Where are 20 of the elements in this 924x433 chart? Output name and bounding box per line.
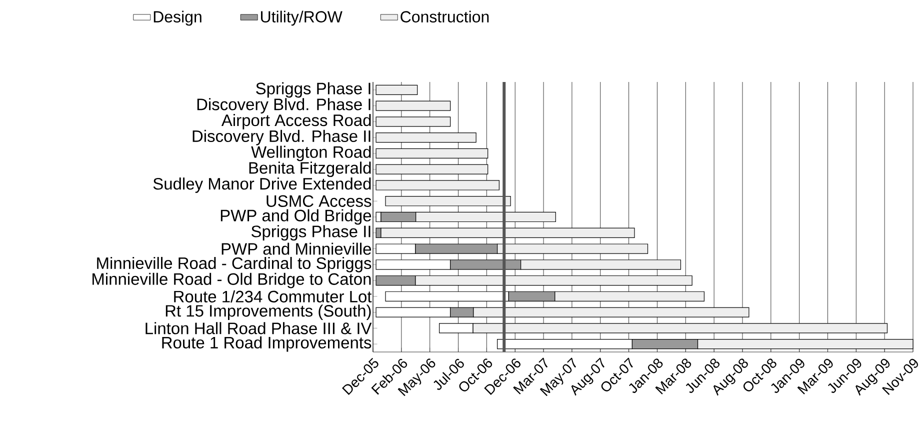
y-tick-label: Minnieville Road - Old Bridge to Caton xyxy=(92,272,371,288)
legend-label: Utility/ROW xyxy=(261,10,342,26)
y-tick-label: Wellington Road xyxy=(251,146,371,162)
y-tick-label: Rt 15 Improvements (South) xyxy=(166,304,371,320)
y-tick-label: Benita Fitzgerald xyxy=(249,162,371,178)
legend-label: Construction xyxy=(400,10,489,22)
y-tick-label: Linton Hall Road Phase III & IV xyxy=(146,322,372,334)
y-tick-label: Route 1 Road Improvements xyxy=(162,336,372,352)
y-tick-label: PWP and Old Bridge xyxy=(220,209,372,225)
y-tick-label: Discovery Blvd. Phase II xyxy=(192,130,370,146)
y-tick-label: Spriggs Phase II xyxy=(251,225,370,241)
y-tick-label: USMC Access xyxy=(266,195,372,207)
y-tick-label: Minnieville Road - Cardinal to Spriggs xyxy=(97,256,372,272)
y-tick-label: Spriggs Phase I xyxy=(256,82,370,98)
y-tick-label: Route 1/234 Commuter Lot xyxy=(174,290,372,302)
y-tick-label: Airport Access Road xyxy=(221,114,371,130)
y-tick-label: Discovery Blvd. Phase I xyxy=(197,98,370,114)
y-tick-label: Sudley Manor Drive Extended xyxy=(153,178,371,193)
y-tick-label: PWP and Minnieville xyxy=(222,242,372,255)
legend-label: Design xyxy=(154,10,202,26)
